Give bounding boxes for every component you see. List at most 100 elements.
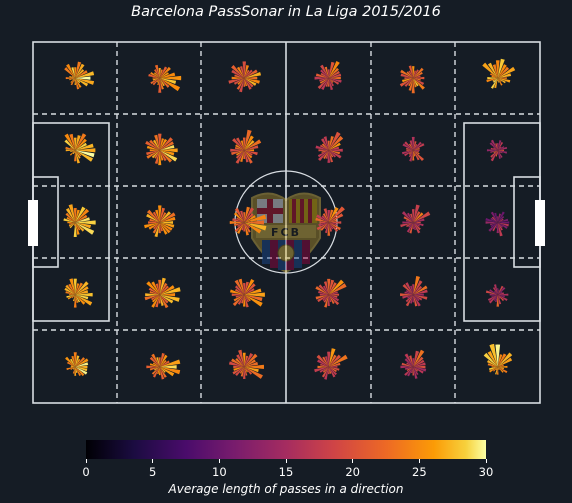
sonar-bar [159, 285, 175, 295]
sonar-bar [233, 212, 245, 223]
sonar-bar [315, 286, 329, 295]
sonar-bar [243, 222, 246, 232]
sonar-bar [321, 143, 329, 151]
sonar-r3-c1 [144, 277, 181, 309]
sonar-bar [236, 78, 245, 90]
sonar-bar [230, 148, 245, 152]
sonar-bar [494, 78, 498, 89]
sonar-bar [232, 294, 245, 307]
sonar-bar [487, 351, 498, 367]
sonar-bar [407, 294, 414, 299]
sonar-bar [328, 354, 337, 367]
sonar-bar [328, 206, 345, 223]
sonar-bar [328, 279, 335, 295]
sonar-bar [497, 294, 502, 305]
sonar-bar [327, 78, 330, 87]
sonar-bar [412, 222, 414, 230]
sonar-bar [64, 133, 76, 151]
sonar-bar [66, 366, 76, 371]
sonar-bar [327, 294, 330, 307]
colorbar-tick-20: 20 [338, 459, 368, 479]
sonar-bar [73, 222, 76, 227]
sonar-bar [74, 78, 76, 82]
sonar-bar [489, 366, 498, 371]
sonar-bar [75, 366, 78, 373]
sonar-bar [158, 294, 161, 304]
sonar-bar [408, 78, 414, 91]
sonar-bar [147, 209, 160, 223]
sonar-bar [492, 222, 498, 232]
sonar-bar [240, 366, 245, 377]
sonar-bar [244, 150, 249, 163]
sonar-bar [487, 363, 498, 367]
sonar-bar [328, 150, 342, 159]
sonar-bar [244, 366, 263, 379]
sonar-bar [493, 284, 498, 295]
sonar-bar [496, 222, 499, 234]
sonar-bar [413, 366, 418, 379]
sonar-r0-c2 [228, 61, 261, 93]
sonar-bar [70, 150, 76, 153]
sonar-bar [244, 78, 248, 87]
sonar-bar [75, 290, 89, 295]
sonar-bar [73, 137, 77, 151]
sonar-bar [75, 206, 86, 223]
sonar-bar [244, 213, 254, 223]
sonar-bar [497, 143, 499, 151]
sonar-bar [328, 294, 332, 303]
sonar-bar [157, 78, 160, 86]
sonar-bar [412, 66, 415, 79]
sonar-r4-c0 [65, 352, 89, 377]
sonar-bar [236, 354, 245, 367]
sonar-bar [66, 294, 76, 298]
sonar-bar [328, 366, 337, 373]
sonar-bar [146, 150, 160, 156]
sonar-bar [413, 294, 418, 307]
goal-right [535, 200, 545, 246]
sonar-bar [244, 283, 256, 295]
sonar-bar [65, 356, 76, 367]
sonar-bar [497, 292, 505, 295]
sonar-bar [244, 150, 253, 159]
sonar-bar [497, 357, 513, 367]
sonar-bar [492, 287, 498, 295]
sonar-bar [327, 351, 331, 367]
sonar-r0-c4 [399, 65, 425, 94]
sonar-bar [409, 355, 414, 367]
sonar-bar [159, 353, 165, 367]
sonar-bar [493, 294, 498, 301]
sonar-bar [243, 366, 246, 379]
sonar-bar [413, 78, 417, 88]
sonar-bar [413, 150, 420, 153]
sonar-r1-c5 [486, 139, 508, 162]
sonar-bar [75, 294, 89, 300]
sonar-bar [497, 73, 512, 79]
sonar-bar [231, 76, 245, 80]
colorbar-label: Average length of passes in a direction [168, 482, 404, 496]
sonar-bar [70, 366, 76, 368]
sonar-bar [230, 289, 245, 295]
sonar-bar [149, 363, 160, 367]
sonar-bar [236, 137, 245, 151]
sonar-bar [490, 150, 498, 153]
sonar-bar [243, 294, 246, 307]
sonar-bar [412, 150, 415, 161]
sonar-bar [328, 142, 341, 151]
sonar-bar [159, 294, 169, 304]
sonar-bar [152, 211, 160, 223]
sonar-bar [69, 78, 76, 81]
sonar-bar [159, 78, 177, 84]
sonar-bar [328, 61, 340, 79]
sonar-bar [151, 366, 160, 375]
sonar-bar [159, 354, 168, 367]
sonar-bar [413, 78, 419, 87]
sonar-bar [328, 294, 335, 304]
sonar-bar [155, 283, 160, 295]
sonar-r2-c3 [315, 206, 345, 236]
sonar-bar [317, 78, 329, 90]
sonar-bar [404, 366, 414, 376]
sonar-bar [146, 150, 160, 159]
sonar-bar [244, 207, 254, 223]
sonar-bar [144, 294, 160, 301]
sonar-bar [400, 73, 414, 79]
